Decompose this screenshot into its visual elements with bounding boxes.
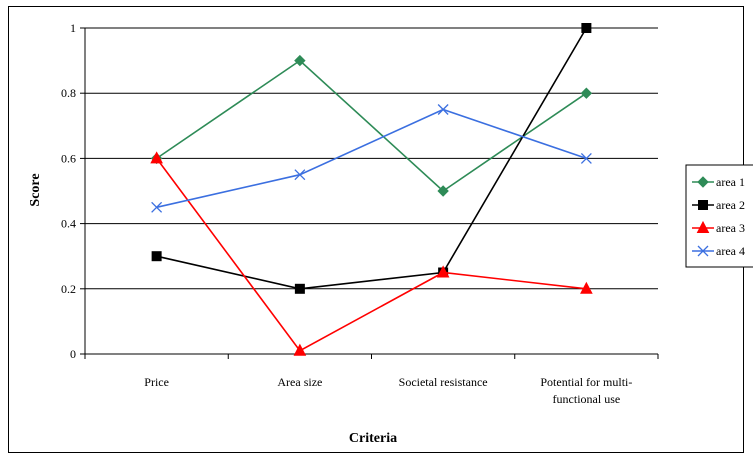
- y-tick-label: 0.2: [61, 282, 76, 296]
- data-point: [151, 201, 163, 213]
- chart-frame: [8, 6, 744, 453]
- y-tick-label: 0: [70, 347, 76, 361]
- data-point: [581, 23, 592, 33]
- legend-item: area 4: [692, 244, 745, 258]
- y-tick-label: 0.4: [61, 217, 76, 231]
- y-tick-label: 0.6: [61, 151, 76, 165]
- legend-item: area 3: [692, 220, 745, 235]
- legend-item: area 1: [692, 175, 745, 189]
- x-tick-label: Area size: [277, 375, 322, 389]
- series-line: [155, 157, 587, 352]
- x-axis-title: Criteria: [349, 431, 397, 446]
- series-line: [156, 108, 587, 209]
- legend-label: area 3: [716, 221, 745, 235]
- legend-label: area 4: [716, 244, 745, 258]
- series: [150, 23, 593, 356]
- data-point: [580, 87, 593, 99]
- legend-item: area 2: [692, 198, 745, 212]
- series-line: [156, 59, 587, 193]
- data-point: [437, 185, 449, 197]
- legend-marker: [696, 220, 710, 233]
- data-point: [294, 54, 306, 67]
- legend-marker: [697, 176, 709, 188]
- data-point: [293, 343, 307, 356]
- data-point: [580, 281, 593, 294]
- axes: 0 0.2 0.4 0.6 0.8 1 Price Area size Societal res…: [61, 21, 659, 406]
- legend-marker: [698, 200, 708, 210]
- x-tick-label: functional use: [553, 392, 621, 406]
- legend-label: area 1: [716, 175, 745, 189]
- data-point: [580, 152, 592, 164]
- data-point: [294, 169, 306, 181]
- data-point: [294, 283, 305, 294]
- series-line: [156, 27, 588, 290]
- legend-label: area 2: [716, 198, 745, 212]
- gridlines: [85, 27, 658, 290]
- x-tick-label: Price: [144, 375, 169, 389]
- y-tick-label: 0.8: [61, 86, 76, 100]
- x-tick-label: Potential for multi-: [540, 375, 632, 389]
- data-point: [151, 251, 162, 262]
- y-axis-title: Score: [28, 173, 43, 206]
- legend-marker: [697, 245, 709, 257]
- legend: area 1 area 2 area 3 area 4: [685, 164, 753, 268]
- series-area-4: [151, 104, 592, 213]
- series-area-3: [150, 151, 593, 356]
- data-point: [436, 265, 450, 278]
- x-tick-label: Societal resistance: [399, 375, 488, 389]
- data-point: [437, 104, 449, 115]
- data-point: [150, 151, 163, 164]
- series-area-1: [150, 54, 593, 197]
- y-tick-label: 1: [70, 21, 76, 35]
